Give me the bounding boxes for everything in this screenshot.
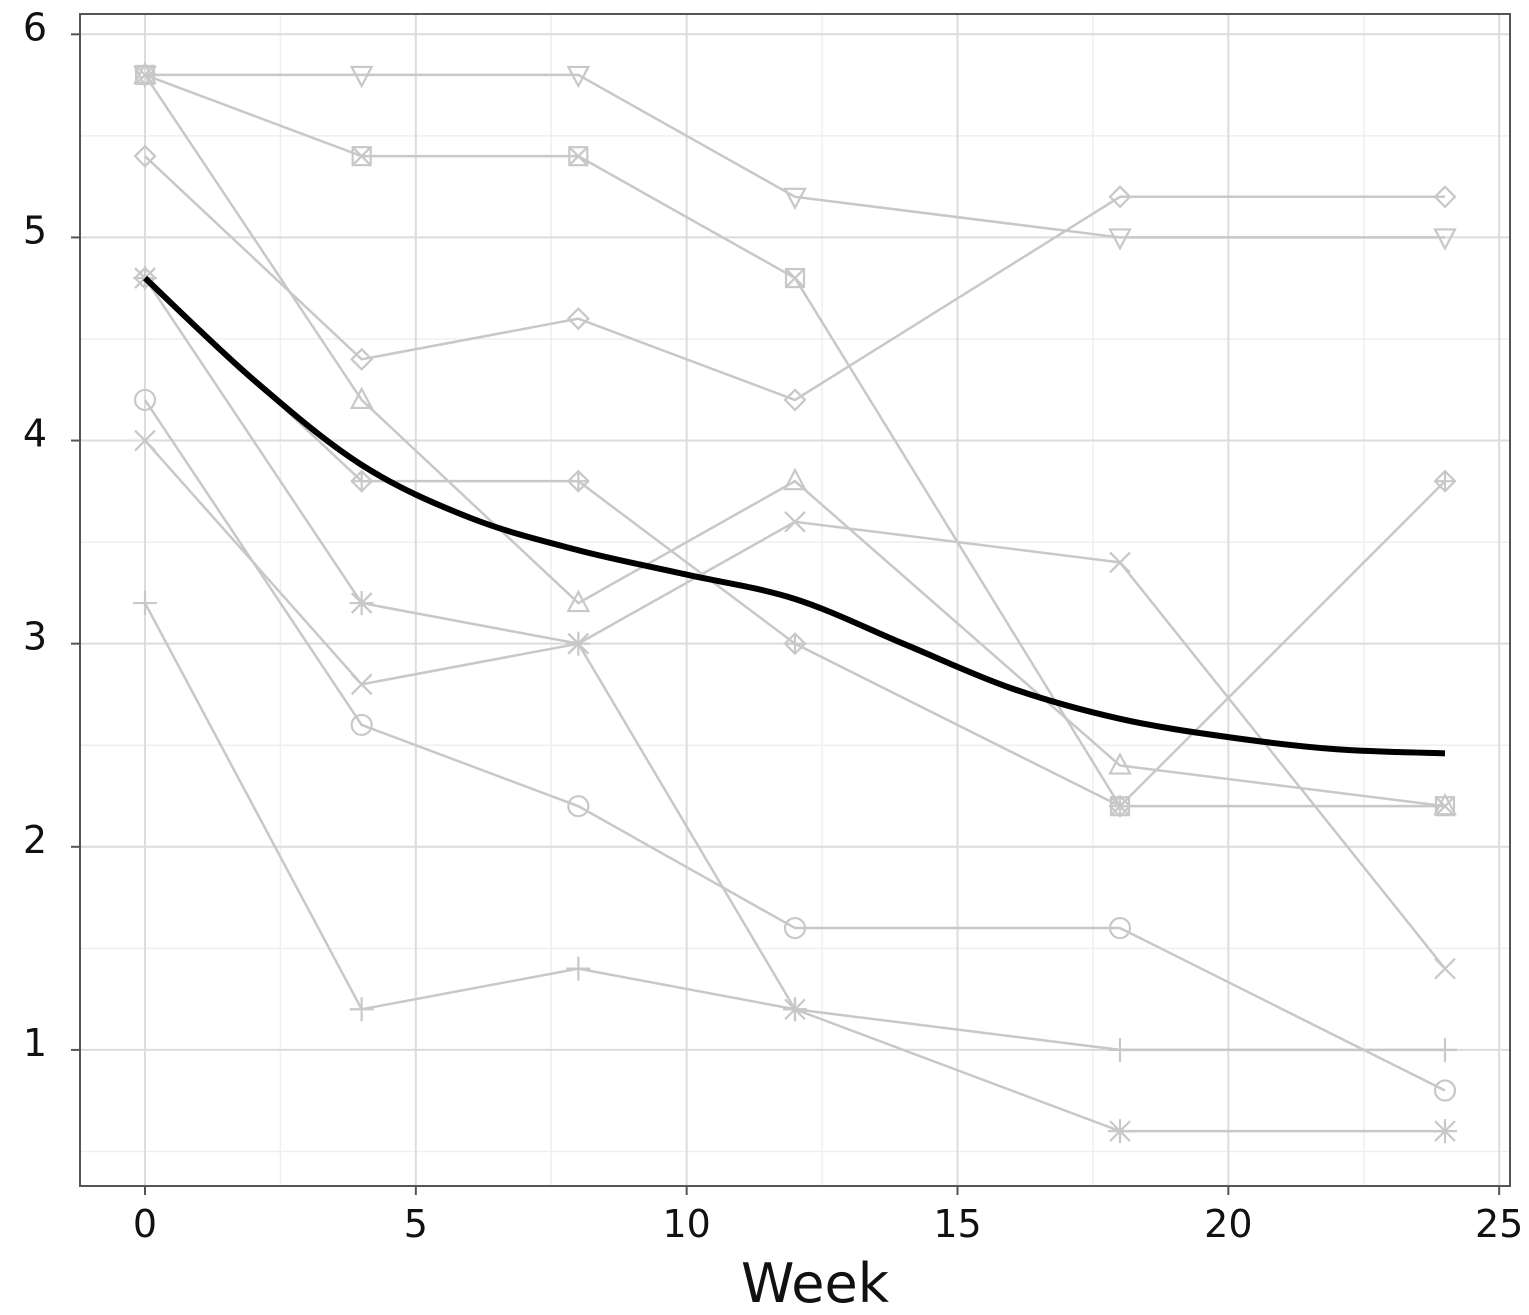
series-group (133, 388, 1457, 1102)
x-marker (134, 429, 156, 452)
series-group (133, 266, 1457, 818)
triangle-up-marker (349, 386, 374, 410)
triangle-up-marker (1108, 752, 1132, 775)
triangle-down-marker (349, 65, 374, 89)
x-tick-label: 25 (1475, 1202, 1523, 1246)
x-tick-label: 15 (933, 1202, 981, 1246)
series-line (143, 602, 1445, 1052)
plot-frame (79, 13, 1511, 1187)
series-line (143, 74, 1446, 808)
x-tick-label: 20 (1204, 1202, 1252, 1246)
trend-line (142, 275, 1446, 757)
y-tick-label: 3 (23, 615, 47, 659)
series-line (144, 155, 1445, 402)
square-x-marker (568, 146, 589, 167)
series-lines (133, 61, 1457, 1144)
circle-marker (567, 795, 590, 818)
y-tick-label: 1 (23, 1021, 47, 1065)
series-group (133, 144, 1457, 412)
series-group (133, 591, 1457, 1062)
diamond-marker (566, 307, 590, 331)
series-line (143, 399, 1446, 1092)
series-line (143, 277, 1445, 1133)
triangle-down-marker (783, 187, 807, 211)
x-marker (1434, 957, 1456, 980)
diamond-marker (133, 144, 157, 168)
x-tick-label: 0 (133, 1202, 157, 1246)
circle-marker (133, 388, 157, 412)
triangle-up-marker (1433, 792, 1457, 816)
series-line (144, 73, 1445, 808)
triangle-down-marker (1433, 228, 1457, 251)
diamond-marker (1433, 185, 1457, 209)
x-marker (350, 673, 373, 696)
series-line (144, 439, 1446, 970)
y-tick-label: 5 (23, 208, 47, 252)
diamond-marker (350, 347, 374, 371)
series-group (133, 65, 1457, 251)
square-x-marker (351, 146, 372, 166)
circle-marker (1433, 1079, 1457, 1102)
triangle-up-marker (133, 61, 157, 85)
series-group (133, 61, 1457, 816)
x-tick-label: 10 (662, 1202, 710, 1246)
series-line (144, 277, 1446, 808)
square-x-marker (568, 146, 589, 166)
diamond-marker (1108, 185, 1132, 209)
y-tick-label: 4 (23, 412, 47, 456)
x-marker (784, 511, 806, 533)
series-line (145, 73, 1445, 239)
axis-ticks: 0 5 10 15 20 25 1 2 3 4 5 6 (23, 5, 1524, 1246)
square-x-marker (784, 267, 806, 289)
y-tick-label: 2 (23, 818, 47, 862)
circle-marker (1108, 916, 1132, 940)
x-tick-label: 5 (404, 1202, 428, 1246)
x-axis-title: Week (741, 1252, 890, 1315)
smooth-trend (142, 275, 1446, 757)
triangle-up-marker (566, 589, 591, 613)
circle-marker (783, 916, 807, 940)
triangle-up-marker (783, 467, 807, 491)
triangle-down-marker (566, 65, 591, 89)
triangle-down-marker (1108, 228, 1132, 251)
y-tick-label: 6 (23, 5, 47, 49)
square-x-marker (351, 146, 372, 167)
square-x-marker (785, 268, 805, 288)
x-marker (1109, 551, 1131, 574)
circle-marker (350, 713, 373, 737)
diamond-marker (783, 388, 807, 412)
series-group (134, 429, 1456, 980)
x-marker (567, 632, 590, 655)
